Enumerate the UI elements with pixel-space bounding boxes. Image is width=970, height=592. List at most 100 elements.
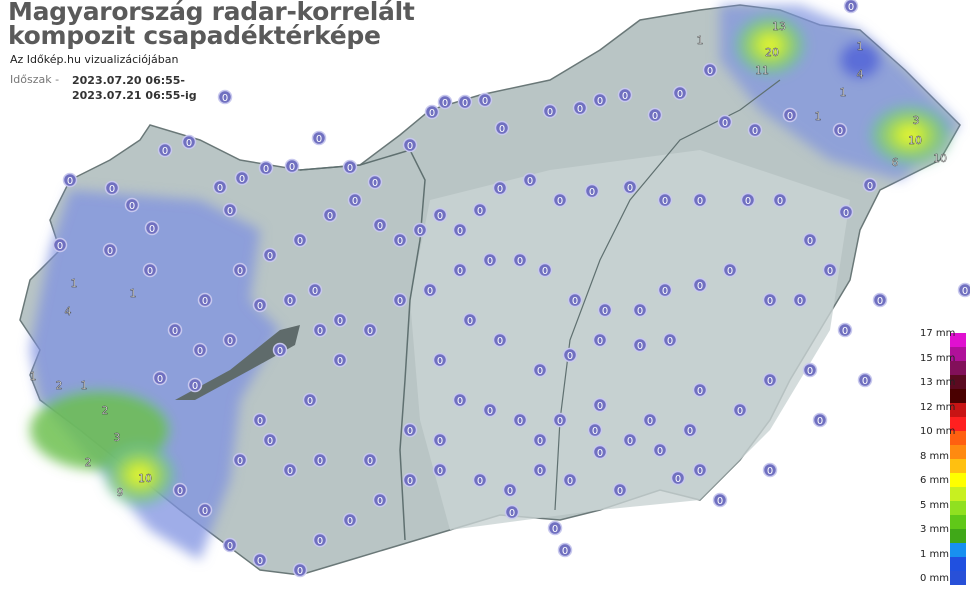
station-marker[interactable]: 0 — [822, 262, 838, 278]
station-marker[interactable]: 0 — [537, 262, 553, 278]
station-marker[interactable]: 0 — [512, 252, 528, 268]
station-marker[interactable]: 0 — [632, 337, 648, 353]
station-marker[interactable]: 0 — [622, 432, 638, 448]
station-marker[interactable]: 0 — [857, 372, 873, 388]
station-marker[interactable]: 10 — [933, 152, 947, 166]
station-marker[interactable]: 0 — [592, 332, 608, 348]
station-marker[interactable]: 0 — [657, 192, 673, 208]
station-marker[interactable]: 0 — [412, 222, 428, 238]
station-marker[interactable]: 0 — [682, 422, 698, 438]
station-marker[interactable]: 0 — [957, 282, 970, 298]
station-marker[interactable]: 0 — [622, 179, 638, 195]
station-marker[interactable]: 0 — [452, 262, 468, 278]
station-marker[interactable]: 0 — [472, 472, 488, 488]
station-marker[interactable]: 0 — [812, 412, 828, 428]
station-marker[interactable]: 0 — [862, 177, 878, 193]
station-marker[interactable]: 0 — [532, 362, 548, 378]
station-marker[interactable]: 0 — [372, 492, 388, 508]
station-marker[interactable]: 0 — [597, 302, 613, 318]
station-marker[interactable]: 1 — [837, 86, 850, 100]
station-marker[interactable]: 1 — [127, 287, 140, 301]
station-marker[interactable]: 0 — [772, 192, 788, 208]
station-marker[interactable]: 0 — [432, 352, 448, 368]
station-marker[interactable]: 0 — [542, 103, 558, 119]
station-marker[interactable]: 0 — [187, 377, 203, 393]
station-marker[interactable]: 0 — [670, 470, 686, 486]
station-marker[interactable]: 0 — [512, 412, 528, 428]
station-marker[interactable]: 0 — [492, 332, 508, 348]
station-marker[interactable]: 6 — [889, 156, 902, 170]
station-marker[interactable]: 0 — [740, 192, 756, 208]
station-marker[interactable]: 0 — [692, 382, 708, 398]
station-marker[interactable]: 0 — [272, 342, 288, 358]
station-marker[interactable]: 1 — [68, 277, 81, 291]
station-marker[interactable]: 0 — [672, 85, 688, 101]
station-marker[interactable]: 0 — [502, 482, 518, 498]
station-marker[interactable]: 0 — [197, 502, 213, 518]
station-marker[interactable]: 0 — [258, 160, 274, 176]
station-marker[interactable]: 0 — [492, 180, 508, 196]
station-marker[interactable]: 0 — [157, 142, 173, 158]
station-marker[interactable]: 0 — [584, 183, 600, 199]
station-marker[interactable]: 0 — [843, 0, 859, 14]
station-marker[interactable]: 1 — [812, 110, 825, 124]
station-marker[interactable]: 0 — [402, 137, 418, 153]
station-marker[interactable]: 0 — [717, 114, 733, 130]
station-marker[interactable]: 0 — [152, 370, 168, 386]
station-marker[interactable]: 10 — [908, 134, 922, 148]
station-marker[interactable]: 0 — [532, 432, 548, 448]
station-marker[interactable]: 0 — [192, 342, 208, 358]
station-marker[interactable]: 0 — [647, 107, 663, 123]
station-marker[interactable]: 0 — [311, 130, 327, 146]
station-marker[interactable]: 0 — [124, 197, 140, 213]
station-marker[interactable]: 0 — [212, 179, 228, 195]
station-marker[interactable]: 0 — [552, 412, 568, 428]
station-marker[interactable]: 0 — [307, 282, 323, 298]
station-marker[interactable]: 0 — [567, 292, 583, 308]
station-marker[interactable]: 0 — [234, 170, 250, 186]
station-marker[interactable]: 0 — [252, 297, 268, 313]
station-marker[interactable]: 0 — [762, 372, 778, 388]
station-marker[interactable]: 0 — [222, 537, 238, 553]
station-marker[interactable]: 0 — [402, 422, 418, 438]
station-marker[interactable]: 0 — [292, 562, 308, 578]
station-marker[interactable]: 0 — [662, 332, 678, 348]
station-marker[interactable]: 0 — [252, 552, 268, 568]
station-marker[interactable]: 0 — [522, 172, 538, 188]
station-marker[interactable]: 0 — [657, 282, 673, 298]
station-marker[interactable]: 0 — [632, 302, 648, 318]
station-marker[interactable]: 0 — [437, 94, 453, 110]
station-marker[interactable]: 0 — [562, 472, 578, 488]
station-marker[interactable]: 0 — [832, 122, 848, 138]
station-marker[interactable]: 0 — [217, 89, 233, 105]
station-marker[interactable]: 0 — [432, 207, 448, 223]
station-marker[interactable]: 0 — [372, 217, 388, 233]
station-marker[interactable]: 0 — [367, 174, 383, 190]
station-marker[interactable]: 3 — [111, 431, 124, 445]
station-marker[interactable]: 13 — [772, 20, 786, 34]
station-marker[interactable]: 0 — [252, 412, 268, 428]
station-marker[interactable]: 0 — [612, 482, 628, 498]
station-marker[interactable]: 1 — [694, 34, 707, 48]
station-marker[interactable]: 1 — [78, 379, 91, 393]
station-marker[interactable]: 0 — [547, 520, 563, 536]
station-marker[interactable]: 0 — [312, 532, 328, 548]
station-marker[interactable]: 0 — [282, 462, 298, 478]
station-marker[interactable]: 0 — [282, 292, 298, 308]
station-marker[interactable]: 0 — [402, 472, 418, 488]
station-marker[interactable]: 0 — [332, 352, 348, 368]
station-marker[interactable]: 0 — [552, 192, 568, 208]
station-marker[interactable]: 0 — [782, 107, 798, 123]
station-marker[interactable]: 4 — [62, 305, 75, 319]
station-marker[interactable]: 0 — [792, 292, 808, 308]
station-marker[interactable]: 0 — [692, 277, 708, 293]
station-marker[interactable]: 1 — [27, 370, 40, 384]
station-marker[interactable]: 2 — [53, 379, 66, 393]
station-marker[interactable]: 0 — [692, 462, 708, 478]
station-marker[interactable]: 0 — [232, 452, 248, 468]
station-marker[interactable]: 0 — [747, 122, 763, 138]
station-marker[interactable]: 11 — [755, 64, 769, 78]
station-marker[interactable]: 0 — [392, 232, 408, 248]
station-marker[interactable]: 0 — [432, 432, 448, 448]
station-marker[interactable]: 0 — [342, 159, 358, 175]
